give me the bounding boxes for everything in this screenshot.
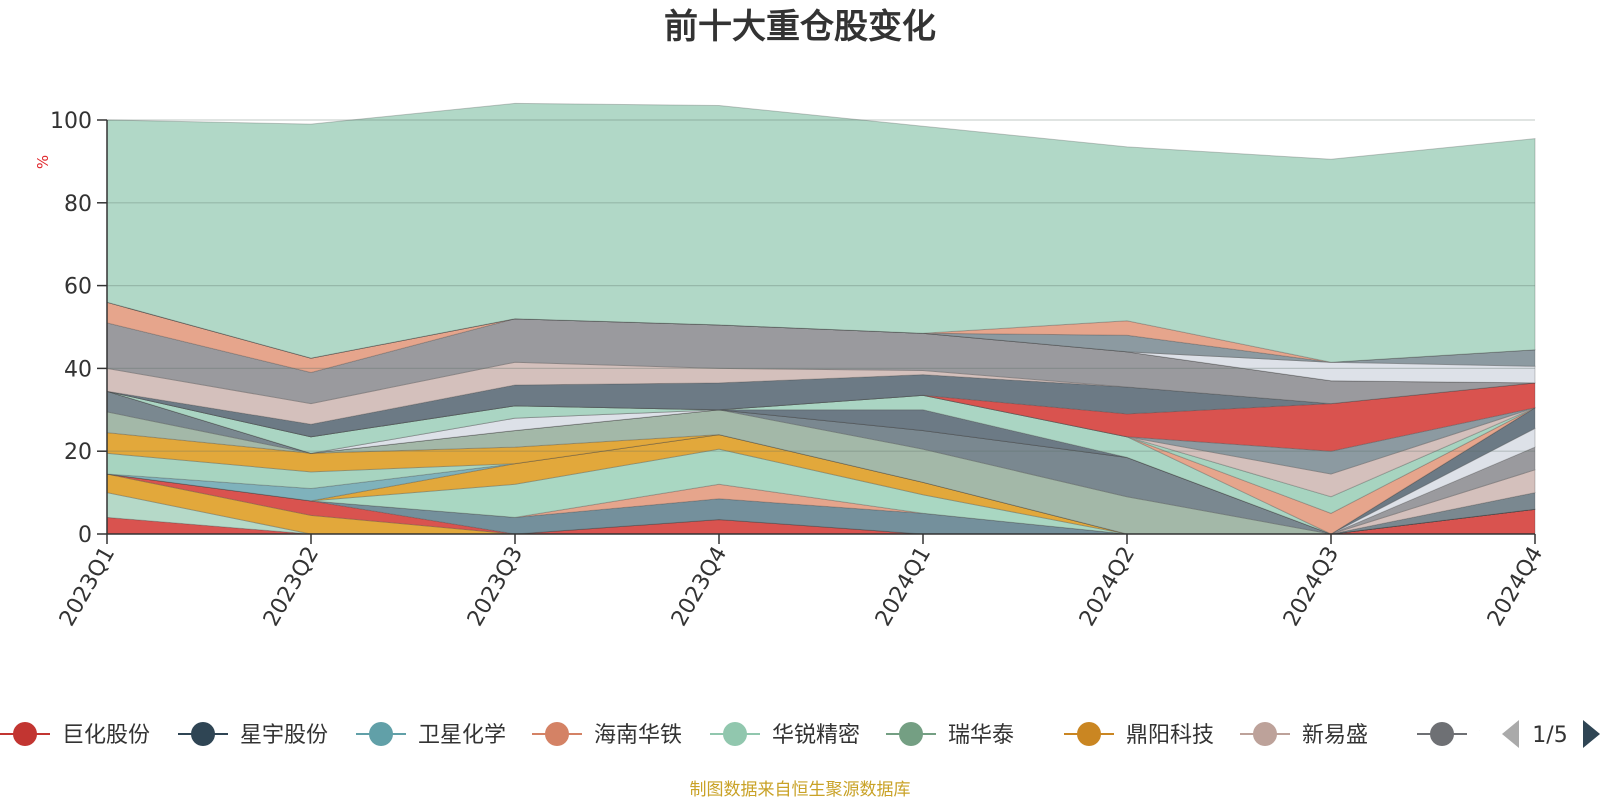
y-axis-ticks: 0 20 40 60 80 100 [50,109,107,548]
area-series-12 [106,390,1536,535]
legend-marker-icon [1430,722,1454,746]
y-tick-label-0: 0 [78,523,92,548]
legend-label: 鼎阳科技 [1126,723,1214,748]
legend-pager: 1/5 [1502,720,1600,748]
legend-item-2[interactable]: 卫星化学 [356,722,506,748]
legend: 巨化股份 星宇股份 卫星化学 海南华铁 华锐精密 瑞华泰 鼎阳科技 新易盛 沪电股份 [0,722,1567,748]
legend-page-indicator: 1/5 [1532,723,1567,748]
legend-item-7[interactable]: 新易盛 [1240,722,1368,748]
legend-item-6[interactable]: 鼎阳科技 [1064,722,1214,748]
area-series-16 [106,390,1536,535]
gridlines [107,119,1535,452]
y-axis-unit-label: % [34,155,52,169]
legend-label: 瑞华泰 [948,723,1014,748]
legend-marker-icon [369,722,393,746]
legend-label: 华锐精密 [772,723,860,748]
x-tick-label-1: 2023Q2 [259,543,324,631]
legend-label: 海南华铁 [594,723,682,748]
x-tick-label-2: 2023Q3 [463,543,528,631]
legend-marker-icon [545,722,569,746]
y-tick-label-5: 100 [50,109,92,134]
x-tick-label-6: 2024Q3 [1279,543,1344,631]
legend-marker-icon [1077,722,1101,746]
legend-next-page-icon[interactable] [1583,720,1600,748]
chart-title: 前十大重仓股变化 [664,7,936,47]
legend-item-0[interactable]: 巨化股份 [0,722,150,748]
x-tick-label-7: 2024Q4 [1483,543,1548,631]
legend-prev-page-icon[interactable] [1502,720,1519,748]
y-tick-label-3: 60 [64,275,92,300]
axes [106,120,1535,535]
legend-marker-icon [13,722,37,746]
x-tick-label-3: 2023Q4 [667,543,732,631]
legend-item-4[interactable]: 华锐精密 [710,722,860,748]
x-tick-label-0: 2023Q1 [55,543,120,631]
legend-item-5[interactable]: 瑞华泰 [886,722,1014,748]
area-series-group [106,102,1536,535]
x-tick-label-5: 2024Q2 [1075,543,1140,631]
legend-item-3[interactable]: 海南华铁 [532,722,682,748]
legend-label: 沪电股份 [1479,723,1567,748]
legend-item-8[interactable]: 沪电股份 [1417,722,1567,748]
legend-marker-icon [1253,722,1277,746]
area-series-15 [106,390,1536,535]
x-axis-ticks: 2023Q1 2023Q2 2023Q3 2023Q4 2024Q1 2024Q2 2024… [55,534,1548,631]
x-tick-label-4: 2024Q1 [871,543,936,631]
legend-label: 卫星化学 [418,723,506,748]
legend-item-1[interactable]: 星宇股份 [178,722,328,748]
legend-label: 新易盛 [1302,723,1368,748]
legend-marker-icon [723,722,747,746]
y-tick-label-1: 20 [64,440,92,465]
legend-marker-icon [191,722,215,746]
source-note: 制图数据来自恒生聚源数据库 [690,780,911,800]
legend-label: 巨化股份 [62,723,150,748]
y-tick-label-2: 40 [64,357,92,382]
legend-label: 星宇股份 [240,723,328,748]
area-series-32 [106,102,1536,363]
y-tick-label-4: 80 [64,192,92,217]
legend-items: 巨化股份 星宇股份 卫星化学 海南华铁 华锐精密 瑞华泰 鼎阳科技 新易盛 沪电股份 [0,722,1567,748]
legend-marker-icon [899,722,923,746]
